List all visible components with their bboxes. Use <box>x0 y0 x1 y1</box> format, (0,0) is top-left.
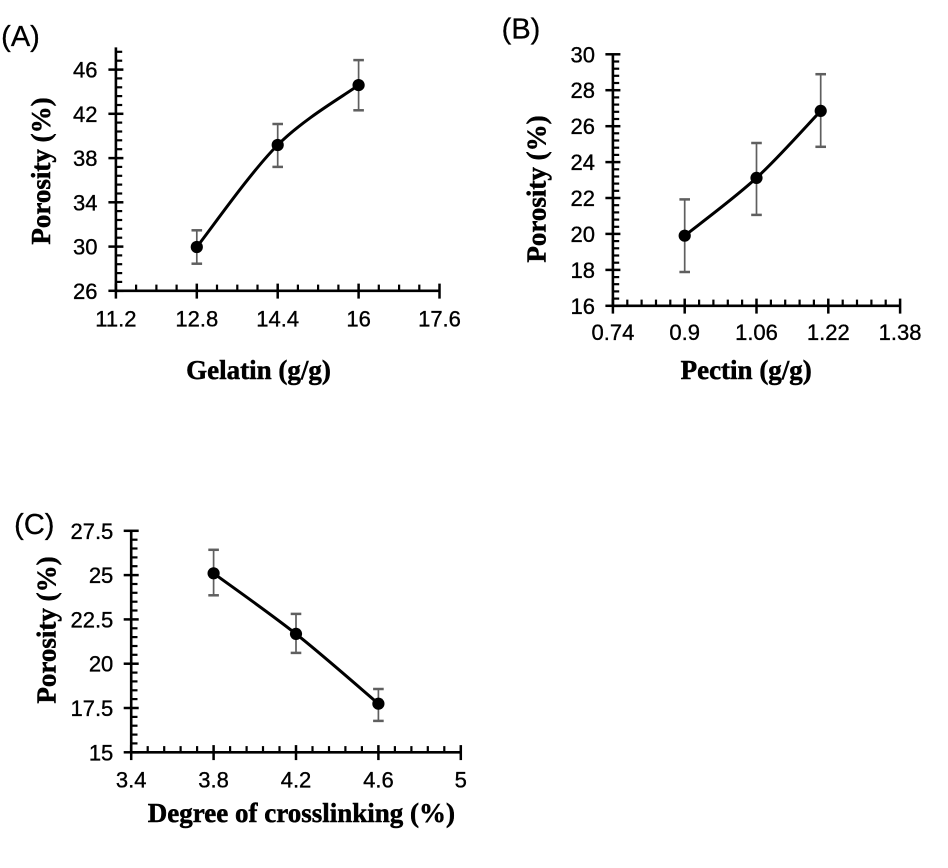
svg-text:20: 20 <box>89 652 113 677</box>
svg-text:17.6: 17.6 <box>418 307 461 332</box>
svg-text:Gelatin (g/g): Gelatin (g/g) <box>186 355 331 385</box>
svg-text:0.74: 0.74 <box>591 320 634 345</box>
svg-text:30: 30 <box>73 235 97 260</box>
svg-text:1.38: 1.38 <box>879 320 922 345</box>
svg-text:3.4: 3.4 <box>116 768 147 793</box>
svg-text:24: 24 <box>571 150 595 175</box>
svg-text:25: 25 <box>89 563 113 588</box>
svg-text:0.9: 0.9 <box>669 320 700 345</box>
svg-text:4.2: 4.2 <box>281 768 312 793</box>
svg-text:18: 18 <box>571 258 595 283</box>
svg-text:1.22: 1.22 <box>807 320 850 345</box>
svg-text:28: 28 <box>571 78 595 103</box>
svg-text:27.5: 27.5 <box>70 519 113 544</box>
svg-text:5: 5 <box>455 768 467 793</box>
svg-text:11.2: 11.2 <box>95 307 136 332</box>
svg-text:42: 42 <box>73 102 97 127</box>
svg-text:Porosity (%): Porosity (%) <box>32 556 62 703</box>
svg-text:46: 46 <box>73 58 97 83</box>
svg-text:14.4: 14.4 <box>256 307 299 332</box>
svg-text:20: 20 <box>571 222 595 247</box>
svg-text:(C): (C) <box>14 509 54 541</box>
svg-text:26: 26 <box>571 114 595 139</box>
svg-text:38: 38 <box>73 146 97 171</box>
svg-text:15: 15 <box>89 740 113 765</box>
svg-text:(B): (B) <box>502 13 541 45</box>
svg-text:1.06: 1.06 <box>735 320 778 345</box>
svg-text:4.6: 4.6 <box>363 768 394 793</box>
svg-text:30: 30 <box>571 42 595 67</box>
svg-text:3.8: 3.8 <box>198 768 229 793</box>
svg-text:Degree of crosslinking (%): Degree of crosslinking (%) <box>148 798 455 828</box>
svg-text:34: 34 <box>73 190 97 215</box>
svg-text:22: 22 <box>571 186 595 211</box>
svg-text:12.8: 12.8 <box>175 307 218 332</box>
svg-text:Porosity (%): Porosity (%) <box>522 115 552 262</box>
svg-text:Pectin (g/g): Pectin (g/g) <box>681 355 812 385</box>
svg-text:17.5: 17.5 <box>70 696 113 721</box>
svg-text:(A): (A) <box>1 21 40 53</box>
svg-text:Porosity (%): Porosity (%) <box>26 97 56 244</box>
svg-text:16: 16 <box>571 294 595 319</box>
svg-text:22.5: 22.5 <box>70 607 113 632</box>
svg-text:26: 26 <box>73 279 97 304</box>
svg-text:16: 16 <box>346 307 370 332</box>
